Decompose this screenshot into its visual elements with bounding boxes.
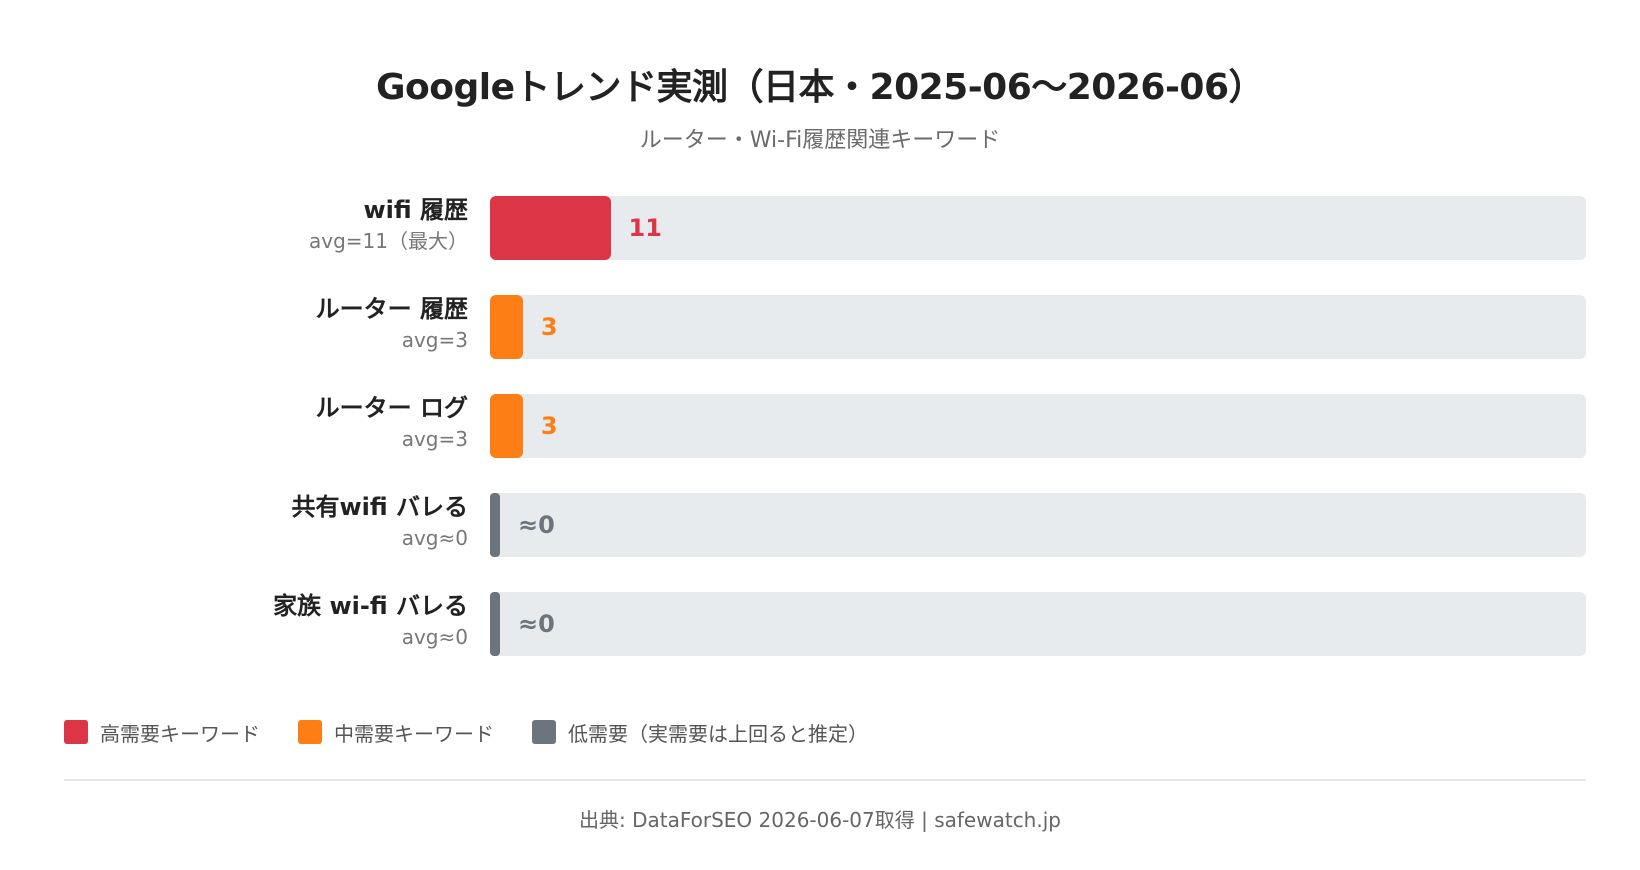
category-avg: avg=3 — [401, 427, 468, 451]
chart-subtitle: ルーター・Wi-Fi履歴関連キーワード — [639, 128, 1001, 153]
legend-label: 中需要キーワード — [334, 721, 494, 746]
bar — [490, 196, 611, 260]
legend-label: 低需要（実需要は上回ると推定） — [568, 721, 868, 746]
category-label: 共有wifi バレる avg≈0 — [291, 491, 468, 553]
category-avg: avg≈0 — [401, 625, 468, 649]
category-avg: avg≈0 — [401, 526, 468, 550]
bar-row: ルーター 履歴 avg=3 3 — [0, 295, 1640, 361]
bar-track: 11 — [490, 196, 1586, 260]
legend-swatch — [532, 720, 556, 744]
category-label: ルーター ログ avg=3 — [316, 392, 468, 454]
data-label: 3 — [540, 412, 558, 440]
bar-row: wifi 履歴 avg=11（最大） 11 — [0, 196, 1640, 262]
bar-row: ルーター ログ avg=3 3 — [0, 394, 1640, 460]
legend-swatch — [298, 720, 322, 744]
data-label: 11 — [628, 214, 662, 242]
category-avg: avg=11（最大） — [309, 229, 468, 253]
legend: 高需要キーワード 中需要キーワード 低需要（実需要は上回ると推定） — [64, 718, 906, 746]
bar — [490, 493, 500, 557]
bar-track: 3 — [490, 295, 1586, 359]
category-name: 共有wifi バレる — [291, 493, 468, 521]
footer-divider — [64, 779, 1586, 781]
bar — [490, 394, 523, 458]
category-name: 家族 wi-fi バレる — [273, 592, 468, 620]
legend-item: 高需要キーワード — [64, 718, 260, 747]
bar-track: 3 — [490, 394, 1586, 458]
chart-title: Googleトレンド実測（日本・2025-06〜2026-06） — [375, 67, 1265, 108]
legend-label: 高需要キーワード — [100, 721, 260, 746]
bar-track: ≈0 — [490, 592, 1586, 656]
category-name: wifi 履歴 — [363, 196, 468, 224]
category-label: 家族 wi-fi バレる avg≈0 — [273, 590, 468, 652]
category-name: ルーター 履歴 — [315, 295, 468, 323]
bar-track: ≈0 — [490, 493, 1586, 557]
bar-row: 共有wifi バレる avg≈0 ≈0 — [0, 493, 1640, 559]
bar — [490, 295, 523, 359]
category-avg: avg=3 — [401, 328, 468, 352]
legend-swatch — [64, 720, 88, 744]
data-label: ≈0 — [518, 610, 555, 638]
source-footer: 出典: DataForSEO 2026-06-07取得 | safewatch.… — [579, 808, 1061, 832]
bar-row: 家族 wi-fi バレる avg≈0 ≈0 — [0, 592, 1640, 658]
legend-item: 中需要キーワード — [298, 718, 494, 747]
legend-item: 低需要（実需要は上回ると推定） — [532, 718, 868, 747]
bar — [490, 592, 500, 656]
data-label: ≈0 — [518, 511, 555, 539]
data-label: 3 — [540, 313, 558, 341]
category-name: ルーター ログ — [315, 394, 468, 422]
category-label: ルーター 履歴 avg=3 — [316, 293, 468, 355]
category-label: wifi 履歴 avg=11（最大） — [309, 194, 468, 256]
